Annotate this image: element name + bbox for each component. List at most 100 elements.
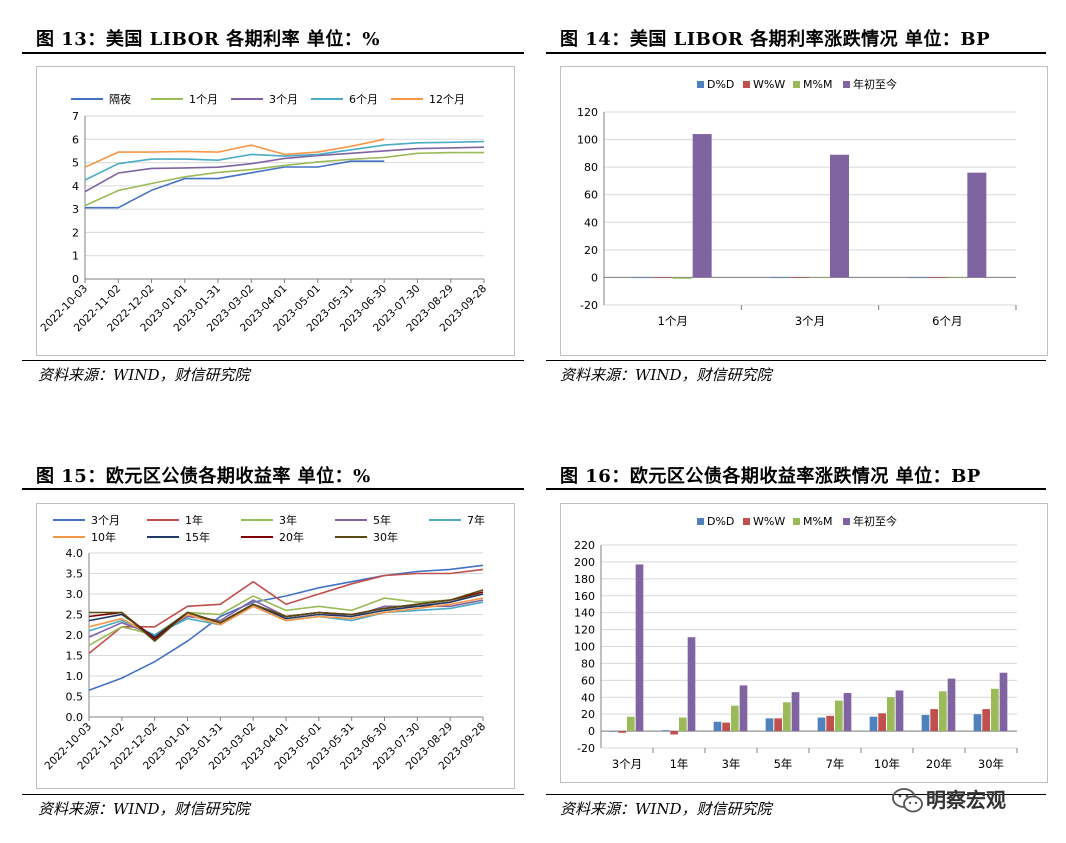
y-tick-label: 5 xyxy=(72,157,79,170)
bar xyxy=(722,722,730,732)
chart-frame-15: 0.0 0.5 1.0 1.5 2.0 2.5 3.0 3.5 4.0 2022-10-03 202… xyxy=(36,503,515,789)
y-tick-label: 120 xyxy=(577,106,598,119)
bar xyxy=(783,702,791,732)
legend-label: 6个月 xyxy=(349,93,378,106)
legend-label: 30年 xyxy=(373,530,398,544)
bar xyxy=(672,277,692,279)
bar xyxy=(887,697,895,732)
bar xyxy=(765,718,774,732)
legend-swatch xyxy=(743,518,750,525)
y-tick-label: 140 xyxy=(574,607,595,620)
y-tick-label: 4.0 xyxy=(66,547,84,560)
bar xyxy=(632,277,652,279)
bar xyxy=(635,564,644,732)
x-tick-label: 10年 xyxy=(874,757,900,771)
bar xyxy=(835,700,843,732)
y-tick-label: -20 xyxy=(577,742,595,755)
bar xyxy=(973,714,982,732)
y-tick-label: 0.0 xyxy=(66,711,84,724)
legend-label: 7年 xyxy=(467,513,485,527)
y-tick-label: 0 xyxy=(591,271,598,284)
y-tick-label: 0 xyxy=(72,273,79,286)
bar xyxy=(939,691,947,732)
x-tick-label: 7年 xyxy=(826,757,845,771)
legend-swatch xyxy=(697,81,704,88)
legend-swatch xyxy=(793,81,800,88)
x-tick-label: 3年 xyxy=(722,757,741,771)
bar xyxy=(670,731,678,735)
y-tick-label: 220 xyxy=(574,539,595,552)
legend-swatch xyxy=(843,518,850,525)
legend-swatch xyxy=(793,518,800,525)
source-rule-14 xyxy=(546,360,1046,361)
legend-label: W%W xyxy=(753,515,785,528)
source-note-16: 资料来源：WIND，财信研究院 xyxy=(560,800,772,818)
bar xyxy=(991,688,999,732)
y-tick-label: 2 xyxy=(72,226,79,239)
series-line xyxy=(84,138,385,168)
y-tick-label: 160 xyxy=(574,590,595,603)
bar xyxy=(999,672,1008,732)
y-tick-label: 3.5 xyxy=(66,568,84,581)
legend-label: 3个月 xyxy=(269,93,298,106)
y-tick-label: 1.0 xyxy=(66,670,84,683)
source-note-13: 资料来源：WIND，财信研究院 xyxy=(38,366,250,384)
y-tick-label: 20 xyxy=(581,708,595,721)
legend-label: D%D xyxy=(707,515,734,528)
chart-title-14: 图 14：美国 LIBOR 各期利率涨跌情况 单位：BP xyxy=(560,29,991,50)
bar xyxy=(930,709,938,732)
y-tick-label: 40 xyxy=(584,216,598,229)
legend-label: D%D xyxy=(707,78,734,91)
line-chart-libor: 012345672022-10-032022-11-022022-12-0220… xyxy=(38,92,489,334)
y-tick-label: 80 xyxy=(584,161,598,174)
bar xyxy=(609,731,618,732)
legend-label: 20年 xyxy=(279,530,304,544)
y-tick-label: 2.0 xyxy=(66,629,84,642)
source-note-15: 资料来源：WIND，财信研究院 xyxy=(38,800,250,818)
source-rule-15 xyxy=(22,794,524,795)
bar xyxy=(921,715,930,732)
legend-label: 10年 xyxy=(91,530,116,544)
legend-label: 年初至今 xyxy=(853,514,897,528)
bar xyxy=(774,718,782,732)
chart-title-16: 图 16：欧元区公债各期收益率涨跌情况 单位：BP xyxy=(560,466,981,487)
bar xyxy=(627,716,635,732)
y-tick-label: 2.5 xyxy=(66,609,84,622)
y-tick-label: 200 xyxy=(574,556,595,569)
legend-label: W%W xyxy=(753,78,785,91)
legend-label: M%M xyxy=(803,515,832,528)
legend-label: 5年 xyxy=(373,513,391,527)
legend-label: 3个月 xyxy=(91,514,120,527)
bar xyxy=(770,277,789,279)
legend-swatch xyxy=(843,81,850,88)
title-rule-13 xyxy=(22,52,524,54)
y-tick-label: -20 xyxy=(580,299,598,312)
bar xyxy=(790,277,809,279)
y-tick-label: 60 xyxy=(584,189,598,202)
source-note-14: 资料来源：WIND，财信研究院 xyxy=(560,366,772,384)
legend-swatch xyxy=(743,81,750,88)
y-tick-label: 1.5 xyxy=(66,650,84,663)
chart-frame-13: 0 1 2 3 4 5 6 7 2022-10-03 2022-11-02 2022-12-02 20… xyxy=(36,66,515,356)
y-tick-label: 7 xyxy=(72,110,79,123)
bar xyxy=(739,685,748,732)
series-line xyxy=(84,140,485,181)
bar xyxy=(618,731,626,733)
title-rule-15 xyxy=(22,488,524,490)
bar xyxy=(947,277,967,279)
series-line xyxy=(88,564,484,692)
wechat-icon xyxy=(892,788,923,813)
legend-label: 12个月 xyxy=(429,93,465,106)
y-tick-label: 80 xyxy=(581,657,595,670)
line-chart-euro-yields: 0.00.51.01.52.02.53.03.54.02022-10-03202… xyxy=(42,513,488,772)
source-rule-16 xyxy=(546,794,1046,795)
title-rule-14 xyxy=(546,52,1046,54)
bar xyxy=(895,690,904,732)
bar xyxy=(878,713,886,732)
y-tick-label: 3 xyxy=(72,203,79,216)
x-tick-label: 5年 xyxy=(774,757,793,771)
series-line xyxy=(88,568,484,655)
x-tick-label: 20年 xyxy=(926,757,952,771)
chart-title-13: 图 13：美国 LIBOR 各期利率 单位：% xyxy=(36,29,380,50)
y-tick-label: 120 xyxy=(574,624,595,637)
